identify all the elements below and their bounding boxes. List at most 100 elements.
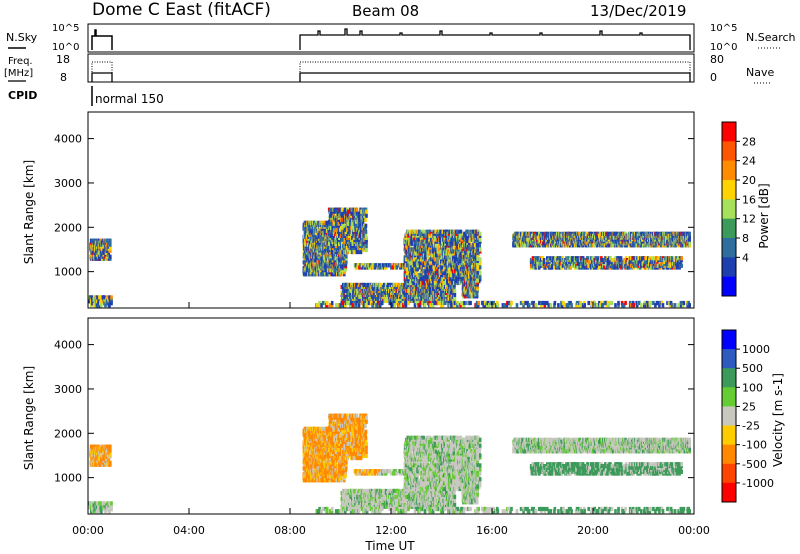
power-echo-cell (96, 295, 99, 300)
power-echo-cell (338, 233, 341, 238)
power-echo-cell (105, 299, 109, 304)
power-echo-cell (438, 286, 442, 292)
power-echo-cell (385, 263, 388, 268)
power-echo-cell (100, 303, 103, 308)
power-echo-cell (399, 265, 402, 270)
nsky-frame (87, 23, 695, 53)
power-echo-cell (365, 235, 368, 240)
power-echo-cell (360, 263, 364, 268)
power-echo-cell (351, 211, 354, 216)
power-echo-cell (99, 295, 103, 300)
power-echo-cell (418, 229, 421, 234)
power-echo-cell (363, 265, 367, 270)
power-echo-cell (356, 249, 360, 255)
power-echo-cell (329, 207, 332, 212)
cpid-label: CPID (8, 89, 37, 102)
power-echo-cell (359, 249, 363, 255)
power-echo-cell (332, 235, 335, 240)
power-echo-cell (478, 257, 482, 262)
freq-trace-main (299, 72, 691, 82)
power-echo-cell (331, 272, 335, 277)
power-echo-cell (478, 231, 482, 236)
power-echo-cell (326, 222, 330, 227)
nsky-tick-top: 10^5 (52, 23, 79, 34)
nsearch-label: N.Search (746, 31, 796, 44)
power-echo-cell (359, 298, 362, 303)
power-echo-cell (394, 263, 398, 268)
power-echo-cell (384, 265, 388, 270)
power-echo-cell (351, 207, 355, 212)
power-echo-cell (342, 223, 345, 228)
power-echo-cell (358, 217, 361, 222)
power-echo-cell (365, 209, 368, 214)
power-echo-cell (329, 233, 333, 238)
power-echo-cell (104, 303, 107, 308)
freq-panel: Freq. [MHz] 18 8 80 0 Nave (4, 53, 774, 84)
power-echo-cell (453, 288, 457, 293)
power-echo-cell (478, 237, 482, 242)
power-plot-frame (87, 111, 695, 309)
power-echo-cell (333, 229, 337, 234)
power-echo-cell (392, 265, 395, 270)
power-echo-cell (478, 247, 482, 252)
power-echo-cell (103, 295, 106, 300)
power-echo-cell (357, 263, 360, 268)
nsky-label: N.Sky (6, 31, 38, 44)
power-echo-cell (342, 229, 346, 234)
nsky-tick-bottom: 10^0 (52, 42, 79, 53)
power-echo-cell (365, 247, 368, 253)
power-echo-cell (341, 207, 344, 212)
power-echo-cell (365, 243, 368, 249)
power-echo-cell (400, 290, 404, 295)
power-echo-cell (321, 272, 325, 277)
power-echo-cell (358, 265, 361, 270)
power-echo-cell (394, 265, 397, 270)
power-echo-cell (351, 235, 354, 240)
power-echo-cell (373, 265, 377, 270)
power-echo-cell (356, 265, 360, 270)
power-echo-cell (369, 263, 373, 268)
power-echo-cell (412, 280, 415, 286)
power-echo-cell (355, 219, 358, 224)
power-echo-cell (346, 282, 349, 288)
nave-tick-top: 80 (710, 53, 724, 66)
power-echo-cell (377, 263, 381, 268)
beam-title: Beam 08 (352, 2, 419, 20)
cpid-program: normal 150 (95, 92, 164, 106)
power-echo-cell (345, 254, 348, 259)
power-echo-cell (478, 271, 482, 276)
freq-tick-top: 18 (56, 53, 70, 66)
power-echo-cell (333, 207, 336, 212)
freq-label-line2: [MHz] (4, 68, 33, 79)
power-echo-cell (381, 263, 385, 268)
power-echo-cell (364, 229, 368, 234)
power-echo-cell (331, 229, 334, 234)
power-echo-cell (367, 263, 370, 268)
power-echo-cell (375, 263, 378, 268)
nave-trace-early (91, 61, 113, 82)
power-echo-cell (378, 265, 381, 270)
nsearch-tick-top: 10^5 (710, 23, 737, 34)
freq-label-line1: Freq. (8, 56, 33, 67)
power-heatmap (88, 207, 691, 308)
freq-frame (87, 53, 695, 83)
power-echo-cell (438, 298, 441, 303)
station-title: Dome C East (fitACF) (92, 0, 271, 20)
power-echo-cell (334, 256, 337, 261)
power-echo-cell (367, 265, 371, 270)
power-echo-cell (305, 254, 308, 259)
nave-tick-bottom: 0 (710, 71, 717, 84)
cpid-panel: CPID normal 150 (8, 86, 164, 106)
power-echo-cell (372, 265, 375, 270)
power-echo-cell (91, 297, 94, 302)
nsky-panel: N.Sky 10^5 10^0 10^5 10^0 N.Search (6, 23, 796, 53)
power-echo-cell (327, 241, 331, 246)
power-echo-cell (402, 294, 405, 299)
power-echo-cell (434, 253, 438, 258)
nave-trace-main (299, 61, 691, 82)
freq-trace-early (91, 72, 113, 82)
power-echo-cell (389, 263, 392, 268)
power-echo-cell (99, 299, 103, 304)
power-echo-cell (478, 261, 482, 266)
